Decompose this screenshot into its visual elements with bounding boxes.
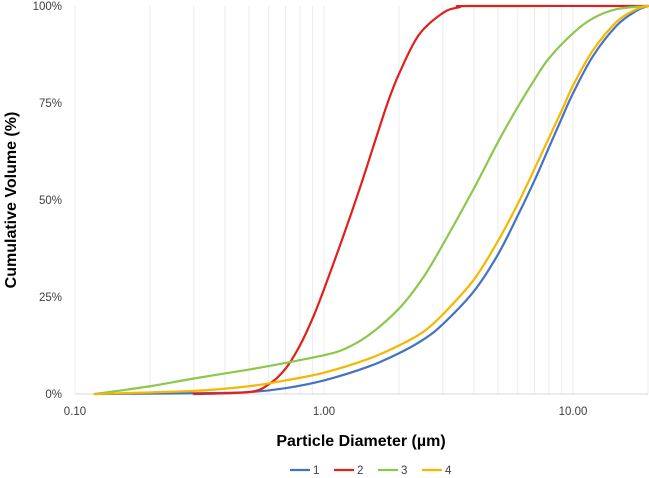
legend: 1 2 3 4 <box>290 465 452 477</box>
y-tick-label: 50% <box>39 195 62 207</box>
series-line-2 <box>192 4 649 396</box>
y-tick-labels: 0% 25% 50% 75% 100% <box>33 1 62 401</box>
y-axis-title: Cumulative Volume (%) <box>3 112 20 289</box>
legend-label-4: 4 <box>445 465 452 477</box>
y-tick-label: 25% <box>39 292 62 304</box>
series-lines <box>93 4 649 396</box>
series-line-1 <box>93 4 649 396</box>
y-tick-label: 75% <box>39 98 62 110</box>
x-tick-label: 1.00 <box>313 406 335 418</box>
series-line-4 <box>93 4 649 396</box>
x-tick-labels: 0.10 1.00 10.00 <box>64 406 588 418</box>
x-axis-title: Particle Diameter (µm) <box>276 433 445 450</box>
y-tick-label: 100% <box>33 1 62 13</box>
series-line-3 <box>93 4 649 396</box>
y-tick-label: 0% <box>45 389 62 401</box>
legend-label-1: 1 <box>313 465 319 477</box>
x-tick-label: 10.00 <box>559 406 588 418</box>
legend-label-2: 2 <box>357 465 363 477</box>
x-tick-label: 0.10 <box>64 406 86 418</box>
legend-label-3: 3 <box>401 465 407 477</box>
grid <box>74 6 649 394</box>
